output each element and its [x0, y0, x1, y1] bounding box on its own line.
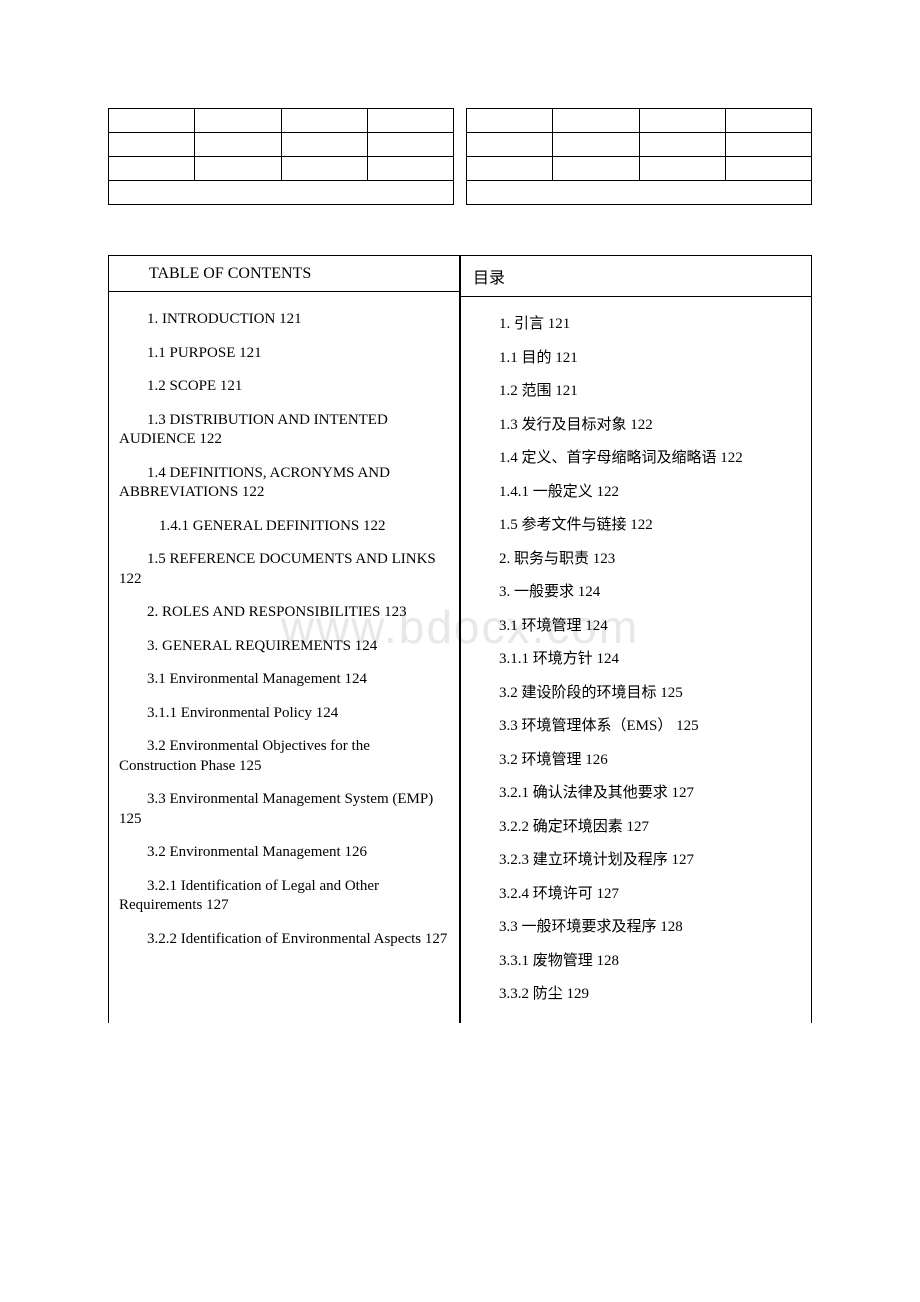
toc-entry: 3.3 环境管理体系（EMS） 125: [499, 718, 699, 734]
top-table-left: [108, 108, 454, 205]
toc-entry: 1.2 范围 121: [499, 383, 578, 399]
toc-entry: 3.2.1 确认法律及其他要求 127: [499, 785, 694, 801]
toc-left-body: 1. INTRODUCTION 121 1.1 PURPOSE 121 1.2 …: [109, 292, 459, 967]
toc-entry: 3.3.2 防尘 129: [499, 986, 589, 1002]
toc-entry: 1.3 DISTRIBUTION AND INTENTED AUDIENCE 1…: [119, 411, 449, 450]
toc-entry: 1. 引言 121: [499, 316, 570, 332]
top-tables-container: [108, 108, 812, 205]
toc-entry: 3.1 环境管理 124: [499, 618, 608, 634]
toc-left-column: TABLE OF CONTENTS 1. INTRODUCTION 121 1.…: [108, 255, 460, 1023]
toc-entry: 1.1 目的 121: [499, 350, 578, 366]
toc-right-body: 1. 引言 121 1.1 目的 121 1.2 范围 121 1.3 发行及目…: [461, 297, 811, 1023]
toc-entry: 3.2.1 Identification of Legal and Other …: [119, 877, 449, 916]
toc-entry: 3. GENERAL REQUIREMENTS 124: [119, 637, 449, 657]
toc-entry: 3.2 Environmental Management 126: [119, 843, 449, 863]
top-table-right: [466, 108, 812, 205]
toc-entry: 2. ROLES AND RESPONSIBILITIES 123: [119, 603, 449, 623]
toc-entry: 1.2 SCOPE 121: [147, 378, 242, 394]
toc-entry: 3.2.4 环境许可 127: [499, 886, 619, 902]
toc-left-header: TABLE OF CONTENTS: [109, 256, 459, 292]
toc-entry: 3.2 建设阶段的环境目标 125: [499, 685, 683, 701]
toc-entry: 3.1 Environmental Management 124: [119, 670, 449, 690]
toc-right-column: 目录 1. 引言 121 1.1 目的 121 1.2 范围 121 1.3 发…: [460, 255, 812, 1023]
toc-entry: 1.4 DEFINITIONS, ACRONYMS AND ABBREVIATI…: [119, 464, 449, 503]
toc-entry: 3.3 Environmental Management System (EMP…: [119, 790, 449, 829]
toc-entry: 3.3 一般环境要求及程序 128: [499, 919, 683, 935]
toc-right-header: 目录: [461, 256, 811, 297]
toc-entry: 1.5 REFERENCE DOCUMENTS AND LINKS 122: [119, 550, 449, 589]
toc-container: TABLE OF CONTENTS 1. INTRODUCTION 121 1.…: [108, 255, 812, 1023]
toc-entry: 3.2.2 确定环境因素 127: [499, 819, 649, 835]
toc-entry: 1.1 PURPOSE 121: [147, 345, 262, 361]
toc-entry: 1.4.1 一般定义 122: [499, 484, 619, 500]
toc-entry: 3.2.3 建立环境计划及程序 127: [499, 852, 694, 868]
toc-entry: 1.3 发行及目标对象 122: [499, 417, 653, 433]
toc-entry: 1.5 参考文件与链接 122: [499, 517, 653, 533]
toc-entry: 1.4 定义、首字母缩略词及缩略语 122: [471, 449, 801, 469]
toc-entry: 3.2 环境管理 126: [499, 752, 608, 768]
toc-entry: 3.1.1 环境方针 124: [499, 651, 619, 667]
toc-entry: 3.3.1 废物管理 128: [499, 953, 619, 969]
toc-entry: 3.1.1 Environmental Policy 124: [119, 704, 449, 724]
toc-entry: 3.2.2 Identification of Environmental As…: [119, 930, 449, 950]
toc-entry: 3. 一般要求 124: [499, 584, 600, 600]
toc-entry: 1.4.1 GENERAL DEFINITIONS 122: [119, 517, 449, 537]
toc-entry: 2. 职务与职责 123: [499, 551, 615, 567]
toc-entry: 3.2 Environmental Objectives for the Con…: [119, 737, 449, 776]
toc-entry: 1. INTRODUCTION 121: [147, 311, 302, 327]
